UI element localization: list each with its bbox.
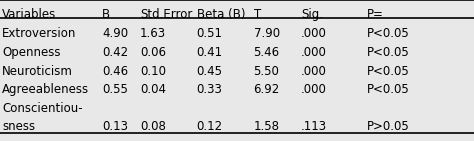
Text: Conscientiou-: Conscientiou- (2, 102, 83, 114)
Text: Beta (B): Beta (B) (197, 8, 245, 21)
Text: 0.42: 0.42 (102, 46, 128, 59)
Text: Sig.: Sig. (301, 8, 323, 21)
Text: P>0.05: P>0.05 (367, 120, 410, 133)
Text: P<0.05: P<0.05 (367, 27, 410, 40)
Text: Variables: Variables (2, 8, 56, 21)
Text: 0.10: 0.10 (140, 65, 166, 78)
Text: 4.90: 4.90 (102, 27, 128, 40)
Text: 0.41: 0.41 (197, 46, 223, 59)
Text: P<0.05: P<0.05 (367, 65, 410, 78)
Text: Openness: Openness (2, 46, 61, 59)
Text: 7.90: 7.90 (254, 27, 280, 40)
Text: 6.92: 6.92 (254, 83, 280, 96)
Text: Std.Error: Std.Error (140, 8, 192, 21)
Text: P<0.05: P<0.05 (367, 46, 410, 59)
Text: 0.04: 0.04 (140, 83, 166, 96)
Text: 0.33: 0.33 (197, 83, 223, 96)
Text: T: T (254, 8, 261, 21)
Text: .000: .000 (301, 83, 327, 96)
Text: 0.55: 0.55 (102, 83, 128, 96)
Text: 0.51: 0.51 (197, 27, 223, 40)
Text: .000: .000 (301, 65, 327, 78)
Text: Extroversion: Extroversion (2, 27, 77, 40)
Text: .000: .000 (301, 27, 327, 40)
Text: sness: sness (2, 120, 36, 133)
Text: Neuroticism: Neuroticism (2, 65, 73, 78)
Text: 1.63: 1.63 (140, 27, 166, 40)
Text: 0.08: 0.08 (140, 120, 166, 133)
Text: B: B (102, 8, 110, 21)
Text: 5.46: 5.46 (254, 46, 280, 59)
Text: 0.45: 0.45 (197, 65, 223, 78)
Text: P=: P= (367, 8, 384, 21)
Text: 0.46: 0.46 (102, 65, 128, 78)
Text: Agreeableness: Agreeableness (2, 83, 90, 96)
Text: 0.13: 0.13 (102, 120, 128, 133)
Text: .000: .000 (301, 46, 327, 59)
Text: 0.12: 0.12 (197, 120, 223, 133)
Text: 0.06: 0.06 (140, 46, 166, 59)
Text: P<0.05: P<0.05 (367, 83, 410, 96)
Text: 5.50: 5.50 (254, 65, 280, 78)
Text: 1.58: 1.58 (254, 120, 280, 133)
Text: .113: .113 (301, 120, 327, 133)
